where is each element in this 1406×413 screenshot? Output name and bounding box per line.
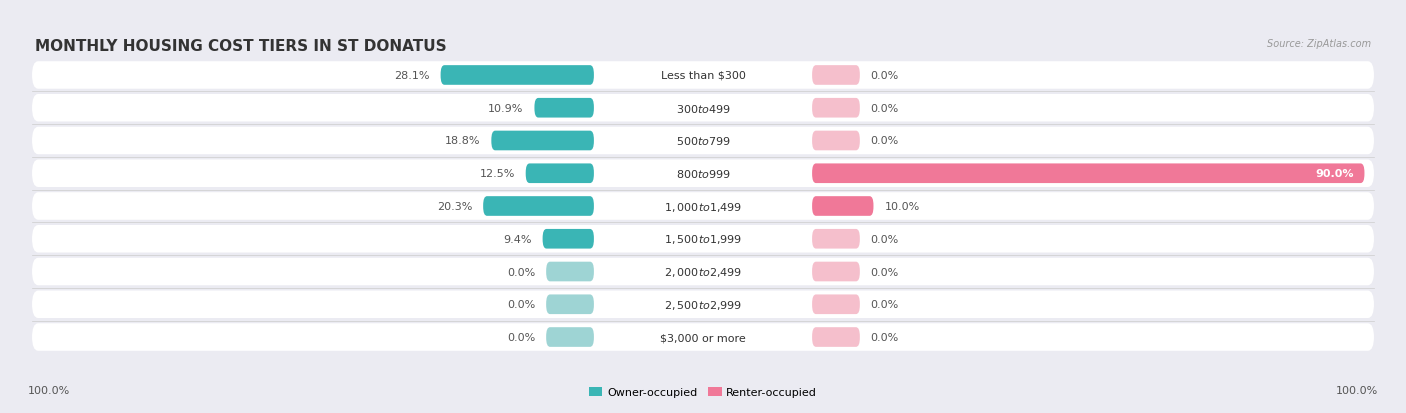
Text: $800 to $999: $800 to $999 bbox=[675, 168, 731, 180]
Text: 0.0%: 0.0% bbox=[870, 267, 898, 277]
Legend: Owner-occupied, Renter-occupied: Owner-occupied, Renter-occupied bbox=[589, 387, 817, 397]
FancyBboxPatch shape bbox=[813, 295, 860, 314]
Text: $2,000 to $2,499: $2,000 to $2,499 bbox=[664, 266, 742, 278]
Text: 0.0%: 0.0% bbox=[508, 299, 536, 309]
FancyBboxPatch shape bbox=[813, 99, 860, 118]
Text: $2,500 to $2,999: $2,500 to $2,999 bbox=[664, 298, 742, 311]
FancyBboxPatch shape bbox=[32, 193, 1374, 220]
Text: Source: ZipAtlas.com: Source: ZipAtlas.com bbox=[1267, 38, 1371, 48]
FancyBboxPatch shape bbox=[543, 229, 593, 249]
FancyBboxPatch shape bbox=[484, 197, 593, 216]
FancyBboxPatch shape bbox=[32, 95, 1374, 122]
Text: 0.0%: 0.0% bbox=[870, 71, 898, 81]
FancyBboxPatch shape bbox=[813, 164, 1364, 184]
FancyBboxPatch shape bbox=[813, 262, 860, 282]
FancyBboxPatch shape bbox=[32, 225, 1374, 253]
FancyBboxPatch shape bbox=[491, 131, 593, 151]
FancyBboxPatch shape bbox=[546, 262, 593, 282]
Text: 28.1%: 28.1% bbox=[394, 71, 430, 81]
Text: 0.0%: 0.0% bbox=[870, 136, 898, 146]
Text: 0.0%: 0.0% bbox=[508, 332, 536, 342]
Text: 90.0%: 90.0% bbox=[1315, 169, 1354, 179]
Text: 100.0%: 100.0% bbox=[28, 385, 70, 395]
FancyBboxPatch shape bbox=[32, 160, 1374, 188]
FancyBboxPatch shape bbox=[813, 66, 860, 85]
Text: 100.0%: 100.0% bbox=[1336, 385, 1378, 395]
FancyBboxPatch shape bbox=[813, 131, 860, 151]
Text: $1,500 to $1,999: $1,500 to $1,999 bbox=[664, 233, 742, 246]
FancyBboxPatch shape bbox=[546, 328, 593, 347]
Text: 20.3%: 20.3% bbox=[437, 202, 472, 211]
Text: 0.0%: 0.0% bbox=[870, 299, 898, 309]
Text: MONTHLY HOUSING COST TIERS IN ST DONATUS: MONTHLY HOUSING COST TIERS IN ST DONATUS bbox=[35, 38, 446, 53]
FancyBboxPatch shape bbox=[32, 291, 1374, 318]
FancyBboxPatch shape bbox=[440, 66, 593, 85]
Text: $500 to $799: $500 to $799 bbox=[675, 135, 731, 147]
FancyBboxPatch shape bbox=[813, 197, 873, 216]
FancyBboxPatch shape bbox=[546, 295, 593, 314]
FancyBboxPatch shape bbox=[813, 229, 860, 249]
FancyBboxPatch shape bbox=[32, 258, 1374, 285]
Text: 12.5%: 12.5% bbox=[479, 169, 515, 179]
Text: $3,000 or more: $3,000 or more bbox=[661, 332, 745, 342]
FancyBboxPatch shape bbox=[32, 62, 1374, 90]
Text: 18.8%: 18.8% bbox=[444, 136, 481, 146]
FancyBboxPatch shape bbox=[813, 328, 860, 347]
Text: 0.0%: 0.0% bbox=[508, 267, 536, 277]
FancyBboxPatch shape bbox=[526, 164, 593, 184]
Text: 0.0%: 0.0% bbox=[870, 332, 898, 342]
Text: $300 to $499: $300 to $499 bbox=[675, 102, 731, 114]
Text: 0.0%: 0.0% bbox=[870, 104, 898, 114]
Text: 10.9%: 10.9% bbox=[488, 104, 523, 114]
Text: Less than $300: Less than $300 bbox=[661, 71, 745, 81]
Text: 9.4%: 9.4% bbox=[503, 234, 531, 244]
Text: 0.0%: 0.0% bbox=[870, 234, 898, 244]
FancyBboxPatch shape bbox=[534, 99, 593, 118]
Text: $1,000 to $1,499: $1,000 to $1,499 bbox=[664, 200, 742, 213]
FancyBboxPatch shape bbox=[32, 323, 1374, 351]
FancyBboxPatch shape bbox=[32, 128, 1374, 155]
Text: 10.0%: 10.0% bbox=[884, 202, 920, 211]
